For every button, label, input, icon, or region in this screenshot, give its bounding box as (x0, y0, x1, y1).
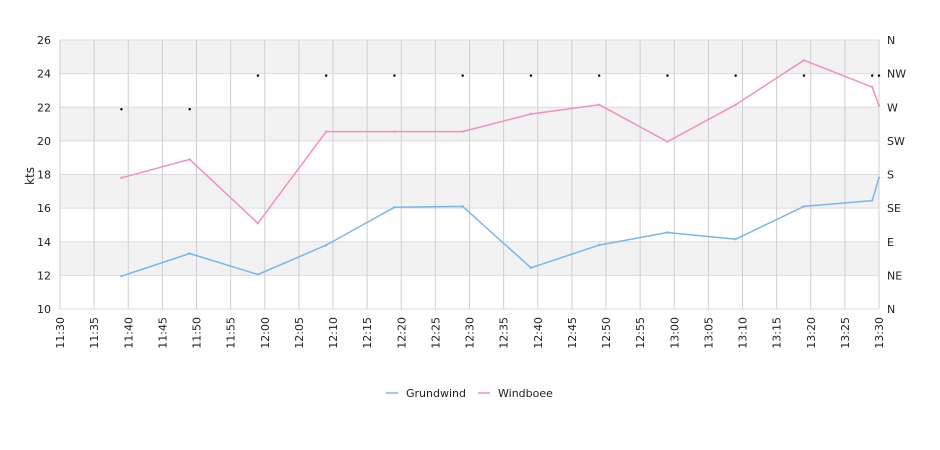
y-tick-label: 20 (37, 135, 51, 148)
direction-tick-label: NE (887, 269, 902, 282)
y-tick-label: 24 (37, 68, 51, 81)
data-point (324, 243, 328, 247)
direction-marker (120, 108, 123, 111)
x-tick-label: 13:15 (771, 317, 784, 349)
direction-tick-label: N (887, 303, 895, 316)
data-point (877, 176, 881, 180)
direction-tick-label: SE (887, 202, 901, 215)
direction-marker (802, 74, 806, 77)
data-series (120, 58, 881, 278)
legend-label: Grundwind (406, 387, 466, 400)
data-point (393, 130, 396, 133)
data-point (734, 103, 737, 106)
data-point (256, 222, 260, 225)
direction-tick-label: E (887, 236, 894, 249)
x-tick-label: 12:25 (429, 317, 442, 349)
data-point (597, 243, 601, 247)
direction-marker (666, 74, 669, 77)
x-tick-label: 12:00 (259, 317, 272, 349)
direction-marker (597, 74, 601, 77)
x-tick-label: 13:30 (873, 317, 886, 349)
direction-marker (256, 74, 260, 77)
x-tick-label: 13:05 (702, 317, 715, 349)
x-tick-label: 11:35 (88, 317, 101, 349)
data-point (256, 273, 260, 276)
direction-tick-label: NW (887, 68, 906, 81)
data-point (461, 205, 464, 208)
x-tick-label: 12:40 (532, 317, 545, 349)
data-point (393, 206, 396, 209)
direction-marker (529, 74, 533, 77)
x-tick-label: 12:50 (600, 317, 613, 349)
direction-marker (734, 74, 737, 77)
direction-marker (393, 74, 396, 77)
x-tick-label: 12:05 (293, 317, 306, 349)
x-tick-label: 12:10 (327, 317, 340, 349)
legend: Grundwind Windboee (386, 387, 553, 400)
data-point (120, 176, 123, 180)
x-tick-label: 11:50 (191, 317, 204, 349)
x-tick-label: 11:40 (122, 317, 135, 349)
x-tick-label: 11:30 (54, 317, 67, 349)
data-point (802, 58, 806, 62)
x-tick-label: 13:00 (668, 317, 681, 349)
y-tick-label: 18 (37, 169, 51, 182)
direction-tick-label: SW (887, 135, 905, 148)
data-point (870, 199, 874, 202)
data-point (870, 85, 874, 89)
x-tick-label: 12:55 (634, 317, 647, 349)
y-tick-label: 22 (37, 101, 51, 114)
y-tick-label: 12 (37, 269, 51, 282)
data-point (324, 130, 328, 133)
data-point (188, 158, 191, 161)
direction-marker (870, 74, 874, 77)
y-axis-label: kts (23, 167, 37, 185)
data-point (734, 238, 737, 241)
y-tick-label: 26 (37, 34, 51, 47)
data-point (461, 130, 464, 133)
data-point (802, 205, 806, 208)
x-tick-label: 12:30 (464, 317, 477, 349)
y-tick-label: 16 (37, 202, 51, 215)
x-tick-label: 12:45 (566, 317, 579, 349)
x-tick-label: 13:10 (737, 317, 750, 349)
data-point (666, 231, 669, 234)
y-tick-label: 14 (37, 236, 51, 249)
direction-marker (461, 74, 464, 77)
data-point (529, 112, 533, 116)
x-tick-label: 13:25 (839, 317, 852, 349)
direction-marker (188, 108, 191, 111)
data-point (597, 103, 601, 106)
direction-marker (877, 74, 881, 77)
direction-markers (120, 74, 881, 111)
x-tick-label: 12:20 (395, 317, 408, 349)
data-point (529, 266, 533, 270)
x-tick-label: 12:15 (361, 317, 374, 349)
y-axis-ticks: 10 12 14 16 18 20 22 24 26 (37, 34, 51, 316)
x-tick-label: 11:55 (225, 317, 238, 349)
direction-tick-label: W (887, 101, 898, 114)
x-tick-label: 13:20 (805, 317, 818, 349)
legend-label: Windboee (498, 387, 553, 400)
grid-lines (59, 39, 880, 310)
x-tick-label: 11:45 (156, 317, 169, 349)
x-axis-ticks: 11:30 11:35 11:40 11:45 11:50 11:55 12:00 12:05… (54, 317, 886, 349)
data-point (877, 104, 881, 107)
direction-marker (324, 74, 328, 77)
direction-axis-ticks: N NE E SE S SW W NW N (887, 34, 906, 316)
data-point (120, 275, 123, 278)
direction-tick-label: N (887, 34, 895, 47)
data-point (666, 140, 669, 143)
x-tick-label: 12:35 (498, 317, 511, 349)
y-tick-label: 10 (37, 303, 51, 316)
data-point (188, 252, 191, 255)
direction-tick-label: S (887, 169, 894, 182)
